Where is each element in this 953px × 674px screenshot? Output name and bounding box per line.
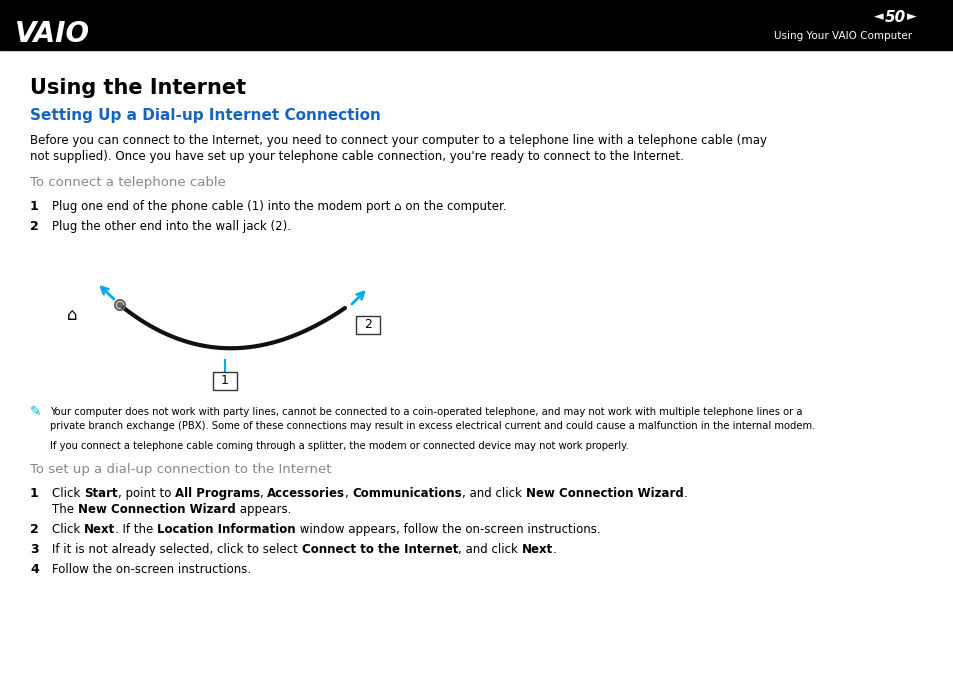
Text: Click: Click — [52, 487, 84, 500]
Text: 1: 1 — [221, 375, 229, 388]
Text: ,: , — [345, 487, 353, 500]
Text: private branch exchange (PBX). Some of these connections may result in excess el: private branch exchange (PBX). Some of t… — [50, 421, 815, 431]
Text: ✎: ✎ — [30, 405, 42, 419]
Text: .: . — [553, 543, 556, 556]
Circle shape — [117, 303, 122, 307]
Text: Communications: Communications — [353, 487, 462, 500]
Text: If you connect a telephone cable coming through a splitter, the modem or connect: If you connect a telephone cable coming … — [50, 441, 628, 451]
Text: Next: Next — [84, 523, 115, 536]
Text: not supplied). Once you have set up your telephone cable connection, you're read: not supplied). Once you have set up your… — [30, 150, 683, 163]
Text: The: The — [52, 503, 77, 516]
Text: .: . — [683, 487, 687, 500]
Text: , point to: , point to — [117, 487, 174, 500]
Text: ►: ► — [906, 11, 916, 24]
Text: ,: , — [259, 487, 267, 500]
Text: ⌂: ⌂ — [67, 306, 77, 324]
Text: ◄: ◄ — [873, 11, 882, 24]
Text: 2: 2 — [364, 319, 372, 332]
Text: Setting Up a Dial-up Internet Connection: Setting Up a Dial-up Internet Connection — [30, 108, 380, 123]
Text: Plug the other end into the wall jack (2).: Plug the other end into the wall jack (2… — [52, 220, 291, 233]
Text: window appears, follow the on-screen instructions.: window appears, follow the on-screen ins… — [295, 523, 599, 536]
Text: All Programs: All Programs — [174, 487, 259, 500]
Text: Follow the on-screen instructions.: Follow the on-screen instructions. — [52, 563, 251, 576]
Text: Using the Internet: Using the Internet — [30, 78, 246, 98]
Text: Location Information: Location Information — [157, 523, 295, 536]
Text: 4: 4 — [30, 563, 39, 576]
Text: 3: 3 — [30, 543, 38, 556]
Text: . If the: . If the — [115, 523, 157, 536]
Text: Plug one end of the phone cable (1) into the modem port ⌂ on the computer.: Plug one end of the phone cable (1) into… — [52, 200, 506, 213]
Text: Accessories: Accessories — [267, 487, 345, 500]
Text: Start: Start — [84, 487, 117, 500]
Text: To set up a dial-up connection to the Internet: To set up a dial-up connection to the In… — [30, 463, 331, 476]
Text: Click: Click — [52, 523, 84, 536]
Text: 50: 50 — [883, 9, 904, 24]
Text: Using Your VAIO Computer: Using Your VAIO Computer — [773, 31, 911, 41]
Text: 1: 1 — [30, 200, 39, 213]
Bar — [213, 372, 236, 390]
Text: 1: 1 — [30, 487, 39, 500]
Bar — [0, 0, 953, 50]
Text: VAIO: VAIO — [15, 20, 90, 48]
Text: 2: 2 — [30, 523, 39, 536]
Text: New Connection Wizard: New Connection Wizard — [525, 487, 683, 500]
Text: Connect to the Internet: Connect to the Internet — [301, 543, 457, 556]
Text: , and click: , and click — [457, 543, 521, 556]
Text: appears.: appears. — [235, 503, 291, 516]
Text: Next: Next — [521, 543, 553, 556]
Text: Your computer does not work with party lines, cannot be connected to a coin-oper: Your computer does not work with party l… — [50, 407, 801, 417]
Text: Before you can connect to the Internet, you need to connect your computer to a t: Before you can connect to the Internet, … — [30, 134, 766, 147]
Text: To connect a telephone cable: To connect a telephone cable — [30, 176, 226, 189]
Text: 2: 2 — [30, 220, 39, 233]
Text: , and click: , and click — [462, 487, 525, 500]
Text: New Connection Wizard: New Connection Wizard — [77, 503, 235, 516]
Bar — [355, 316, 379, 334]
Text: If it is not already selected, click to select: If it is not already selected, click to … — [52, 543, 301, 556]
